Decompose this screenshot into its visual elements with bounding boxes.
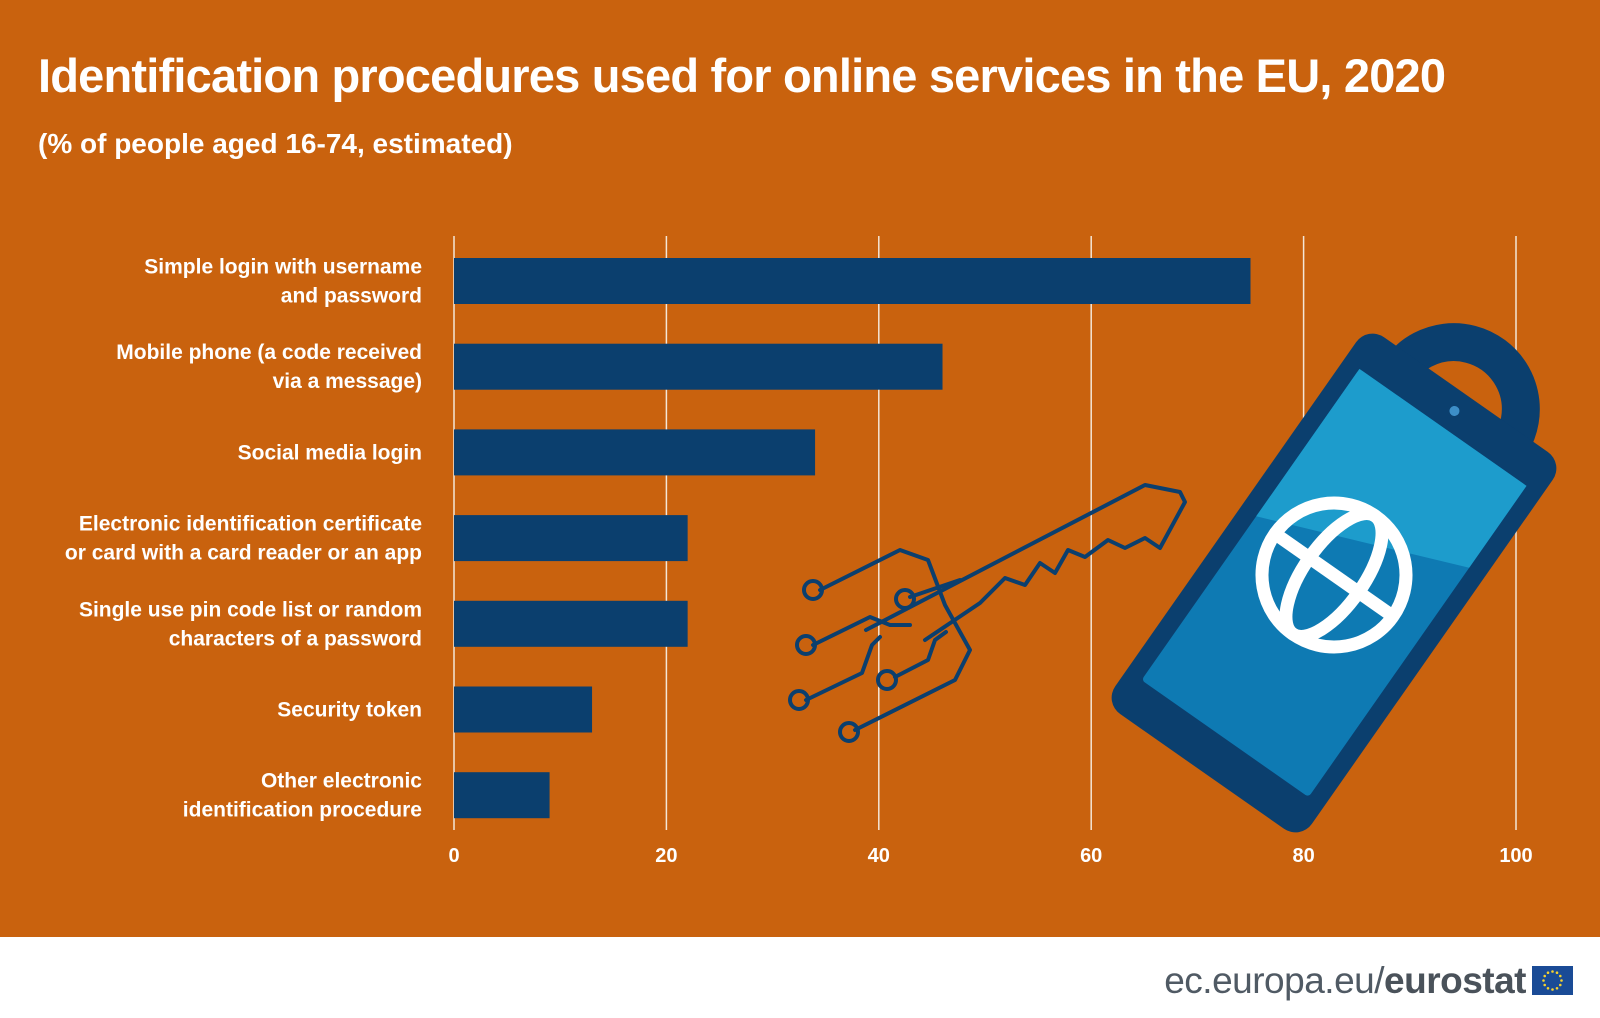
source-brand: eurostat	[1384, 960, 1526, 1001]
category-label: Security token	[277, 699, 422, 722]
source-prefix: ec.europa.eu/	[1164, 960, 1385, 1001]
bar	[454, 429, 816, 476]
category-label: Electronic identification certificate or …	[65, 513, 422, 565]
eu-flag-icon	[1532, 966, 1573, 995]
category-label: Mobile phone (a code received via a messa…	[116, 341, 422, 393]
category-label: Social media login	[238, 441, 422, 464]
circuit-key-icon	[788, 483, 1187, 743]
x-tick-label: 20	[655, 845, 677, 867]
x-tick-label: 40	[868, 845, 890, 867]
x-tick-label: 100	[1499, 845, 1532, 867]
bar-chart: Simple login with username and password Mo…	[65, 236, 1557, 867]
globe-icon	[1255, 496, 1413, 654]
x-tick-label: 60	[1080, 845, 1102, 867]
category-label: Other electronic identification procedure	[183, 770, 423, 822]
bar	[454, 600, 688, 647]
padlock-phone-icon	[1111, 323, 1557, 833]
x-tick-label: 0	[448, 845, 459, 867]
bars	[454, 258, 1251, 819]
x-axis-tick-labels: 0 20 40 60 80 100	[448, 845, 1532, 867]
source-attribution: ec.europa.eu/eurostat	[1164, 960, 1526, 1002]
category-labels: Simple login with username and password Mo…	[65, 256, 422, 822]
category-label: Simple login with username and password	[144, 256, 422, 308]
bar	[454, 515, 688, 562]
x-tick-label: 80	[1292, 845, 1314, 867]
bar	[454, 343, 943, 390]
category-label: Single use pin code list or random charac…	[79, 598, 422, 650]
bar	[454, 258, 1251, 304]
bar	[454, 772, 550, 819]
bar	[454, 686, 593, 733]
chart-subtitle: (% of people aged 16-74, estimated)	[38, 128, 513, 159]
chart-title: Identification procedures used for onlin…	[38, 49, 1446, 102]
illustration	[788, 323, 1557, 833]
